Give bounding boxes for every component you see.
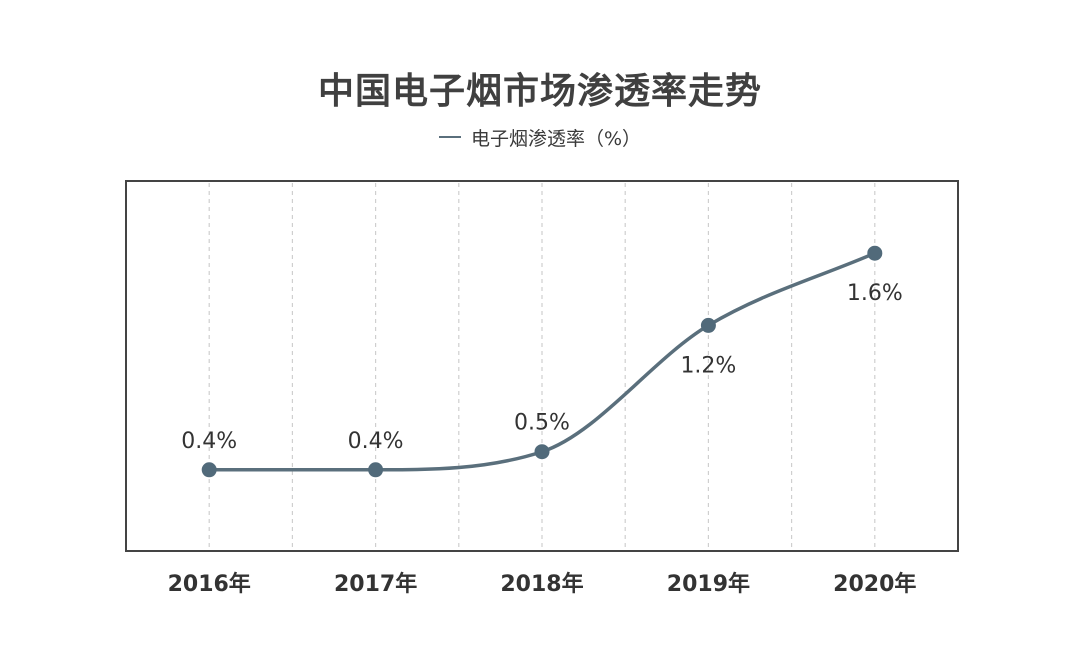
x-tick-label: 2018年 (500, 571, 583, 597)
data-label: 1.6% (847, 281, 903, 306)
legend-label: 电子烟渗透率（%） (470, 128, 642, 150)
data-point (700, 317, 716, 333)
x-tick-label: 2019年 (667, 571, 750, 597)
data-label: 0.4% (181, 429, 237, 454)
legend-line-swatch (438, 135, 461, 138)
data-label: 0.5% (514, 411, 570, 436)
data-point (867, 245, 883, 261)
data-point (368, 462, 384, 478)
data-label: 1.2% (680, 353, 736, 378)
legend: 电子烟渗透率（%） (0, 124, 1080, 151)
chart-title: 中国电子烟市场渗透率走势 (317, 71, 762, 112)
plot-frame (125, 180, 959, 552)
x-tick-label: 2020年 (833, 571, 916, 597)
x-tick-label: 2016年 (168, 571, 251, 597)
data-point (201, 462, 217, 478)
x-tick-label: 2017年 (334, 571, 417, 597)
data-point (534, 444, 550, 460)
data-label: 0.4% (348, 429, 404, 454)
